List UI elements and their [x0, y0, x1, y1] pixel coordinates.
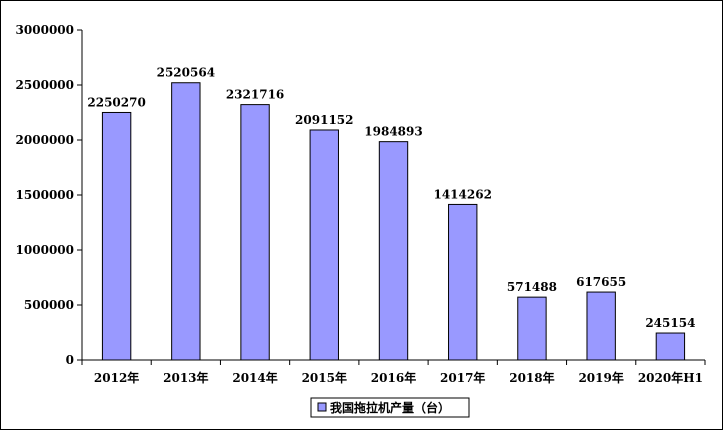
y-tick-label: 3000000 — [16, 23, 74, 37]
x-axis-ticks: 2012年 2013年 2014年 2015年 2016年 2017年 2018年 2019年… — [81, 360, 706, 385]
x-tick-label: 2017年 — [440, 370, 485, 385]
bar — [655, 332, 686, 361]
y-tick-label: 500000 — [24, 298, 74, 312]
bar — [101, 111, 132, 361]
x-tick-label: 2016年 — [371, 370, 416, 385]
x-tick-label: 2020年H1 — [638, 370, 703, 385]
x-tick-label: 2014年 — [232, 370, 277, 385]
y-tick-label: 2000000 — [16, 133, 74, 147]
x-tick-label: 2019年 — [578, 370, 623, 385]
data-label: 1414262 — [433, 187, 491, 201]
bar — [448, 203, 478, 361]
y-tick-label: 2500000 — [16, 78, 74, 92]
x-tick-label: 2013年 — [163, 370, 208, 385]
bar — [586, 291, 616, 361]
y-tick-label: 0 — [66, 353, 74, 367]
data-label: 2250270 — [87, 95, 145, 109]
legend-swatch — [317, 402, 327, 412]
data-label: 245154 — [645, 316, 695, 330]
bar — [378, 141, 409, 361]
data-label: 2520564 — [157, 66, 215, 80]
data-label: 571488 — [507, 280, 557, 294]
data-labels: 2250270 2520564 2321716 2091152 1984893 14142… — [87, 66, 695, 330]
y-axis-ticks: 0 500000 1000000 1500000 2000000 2500000 30000… — [16, 23, 82, 367]
data-label: 617655 — [576, 275, 626, 289]
bar — [517, 296, 547, 361]
data-label: 2091152 — [295, 113, 353, 127]
legend-label: 我国拖拉机产量（台） — [330, 400, 450, 415]
legend: 我国拖拉机产量（台） — [310, 397, 470, 418]
data-label: 1984893 — [364, 125, 422, 139]
bars — [101, 82, 686, 361]
bar — [309, 129, 339, 361]
bar — [240, 104, 270, 361]
x-tick-label: 2015年 — [302, 370, 347, 385]
x-tick-label: 2018年 — [509, 370, 554, 385]
bar — [171, 82, 201, 361]
data-label: 2321716 — [226, 88, 284, 102]
y-tick-label: 1500000 — [16, 188, 74, 202]
y-tick-label: 1000000 — [16, 243, 74, 257]
x-tick-label: 2012年 — [94, 370, 139, 385]
legend-box — [310, 397, 470, 418]
